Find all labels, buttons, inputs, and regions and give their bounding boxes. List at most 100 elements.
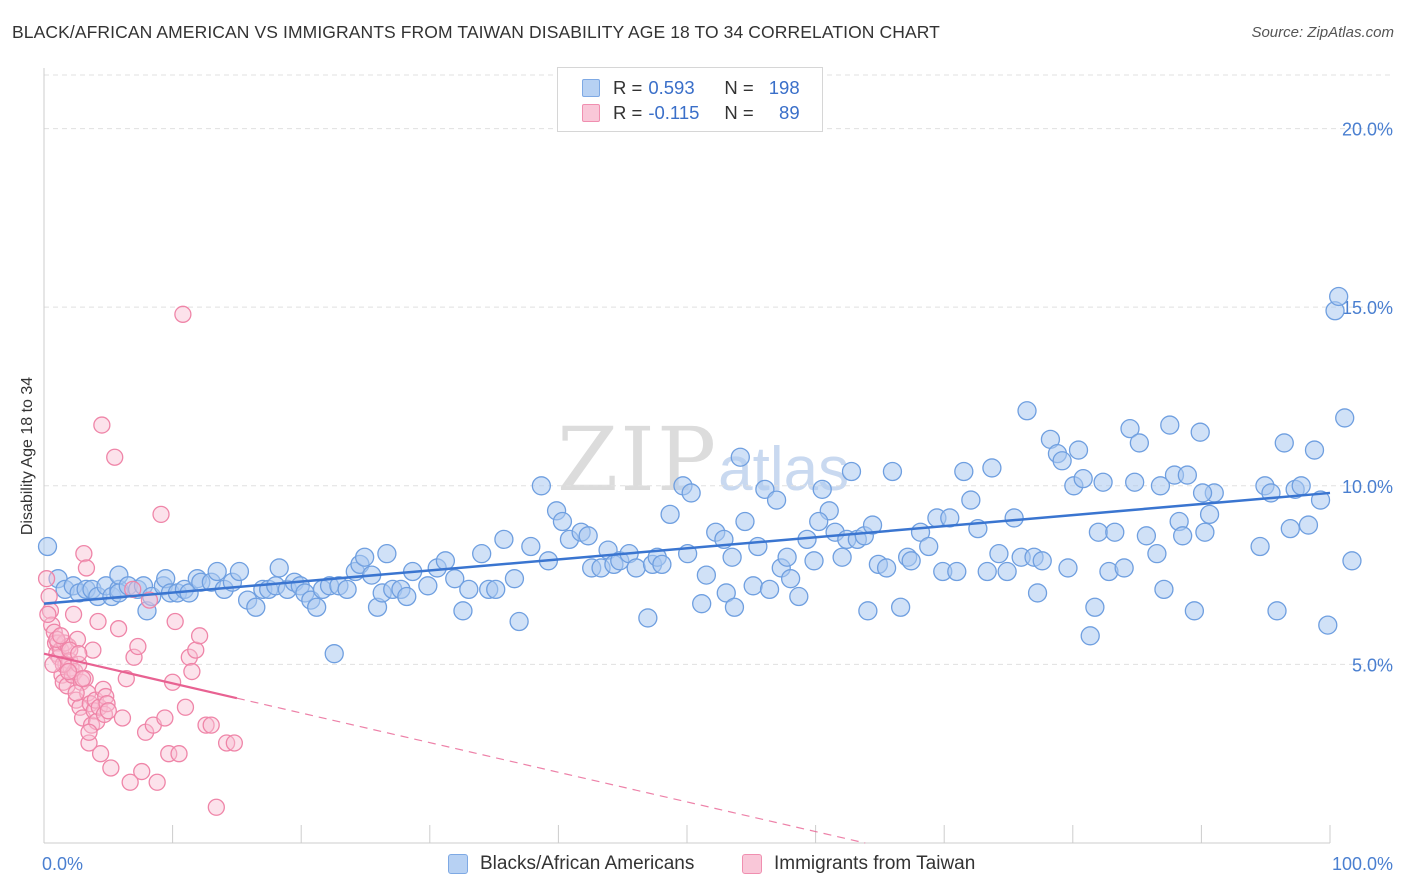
legend-box: R = 0.593 N = 198 R = -0.115 N = 89: [557, 67, 823, 132]
data-point-blacks: [832, 547, 852, 567]
legend-n-label: N =: [724, 77, 754, 98]
data-point-blacks: [1027, 583, 1048, 603]
data-point-blacks: [1120, 418, 1140, 439]
data-point-blacks: [1129, 433, 1150, 453]
data-point-taiwan: [156, 709, 174, 727]
data-point-blacks: [780, 569, 801, 589]
y-tick-label: 5.0%: [1352, 655, 1393, 675]
data-point-blacks: [531, 476, 552, 496]
legend-n-label: N =: [724, 102, 754, 123]
data-point-taiwan: [170, 745, 188, 763]
data-point-blacks: [735, 511, 755, 532]
data-point-taiwan: [113, 709, 132, 727]
legend-n-value: 89: [779, 102, 800, 123]
data-point-blacks: [1304, 440, 1325, 460]
data-point-taiwan: [106, 448, 124, 466]
data-point-blacks: [1017, 401, 1037, 421]
data-point-taiwan: [121, 773, 139, 791]
data-point-blacks: [724, 597, 745, 617]
bottom-legend-swatch-blue: [448, 854, 468, 874]
data-point-blacks: [1173, 526, 1193, 546]
data-point-blacks: [435, 551, 456, 571]
legend-row-taiwan: R = -0.115 N = 89: [582, 101, 800, 125]
data-point-taiwan: [61, 641, 79, 659]
data-point-taiwan: [102, 759, 120, 777]
legend-row-blacks: R = 0.593 N = 198: [582, 76, 800, 100]
data-point-blacks: [1199, 504, 1220, 525]
chart-title: BLACK/AFRICAN AMERICAN VS IMMIGRANTS FRO…: [12, 22, 940, 42]
data-point-blacks: [876, 558, 897, 578]
legend-r-value: -0.115: [648, 102, 700, 123]
data-point-taiwan: [148, 773, 166, 791]
data-point-blacks: [521, 536, 541, 557]
data-point-taiwan: [187, 641, 205, 659]
data-point-blacks: [862, 515, 883, 535]
data-point-blacks: [509, 611, 529, 632]
bottom-legend-label: Blacks/African Americans: [480, 853, 695, 874]
data-point-taiwan: [67, 684, 85, 702]
data-point-blacks: [652, 554, 672, 575]
data-point-blacks: [324, 644, 344, 664]
data-point-blacks: [445, 569, 465, 589]
data-point-taiwan: [80, 723, 98, 741]
data-point-blacks: [37, 536, 58, 557]
legend-r-label: R =: [613, 77, 643, 98]
data-point-blacks: [1004, 508, 1024, 528]
data-point-taiwan: [75, 545, 93, 563]
data-point-blacks: [1291, 476, 1311, 496]
data-point-blacks: [743, 576, 763, 596]
data-point-blacks: [269, 558, 289, 578]
data-point-blacks: [748, 536, 768, 557]
bottom-legend-blacks: Blacks/African Americans: [448, 851, 694, 877]
y-tick-label: 10.0%: [1342, 477, 1393, 497]
data-point-blacks: [1310, 490, 1331, 510]
data-point-blacks: [246, 597, 266, 617]
data-point-blacks: [1093, 472, 1113, 492]
bottom-legend-taiwan: Immigrants from Taiwan: [742, 851, 975, 877]
data-point-blacks: [812, 479, 832, 500]
data-point-blacks: [692, 594, 712, 614]
data-point-blacks: [453, 601, 473, 621]
data-point-blacks: [954, 461, 974, 482]
data-point-blacks: [1085, 597, 1105, 617]
chart-source: Source: ZipAtlas.com: [1251, 24, 1394, 41]
data-point-taiwan: [197, 716, 215, 734]
data-point-blacks: [1114, 558, 1134, 578]
data-point-blacks: [307, 597, 327, 617]
data-point-taiwan: [58, 677, 76, 695]
data-point-blacks: [730, 447, 750, 467]
data-point-blacks: [1192, 483, 1213, 503]
data-point-blacks: [1080, 626, 1100, 646]
data-point-blacks: [1150, 476, 1171, 496]
data-point-blacks: [229, 561, 250, 582]
data-point-blacks: [397, 586, 417, 607]
trend-line-taiwan-extension: [236, 697, 866, 844]
data-point-blacks: [578, 526, 598, 546]
data-point-blacks: [1058, 558, 1078, 578]
data-point-taiwan: [180, 648, 198, 666]
y-tick-label: 20.0%: [1342, 120, 1393, 140]
data-point-taiwan: [129, 637, 147, 656]
data-point-blacks: [504, 569, 525, 589]
data-point-blacks: [1190, 422, 1210, 442]
legend-swatch-blue: [582, 79, 600, 97]
data-point-blacks: [459, 579, 479, 600]
data-point-blacks: [890, 597, 911, 617]
data-point-blacks: [777, 547, 797, 567]
data-point-blacks: [1105, 522, 1125, 542]
data-point-taiwan: [39, 605, 57, 624]
data-point-blacks: [1068, 440, 1089, 460]
data-point-taiwan: [225, 734, 243, 752]
data-point-blacks: [961, 490, 981, 510]
data-point-blacks: [1335, 408, 1355, 428]
y-tick-label: 15.0%: [1342, 298, 1393, 318]
data-point-blacks: [882, 461, 903, 482]
data-point-taiwan: [183, 662, 201, 681]
legend-r-value: 0.593: [648, 77, 695, 98]
data-point-taiwan: [93, 416, 111, 434]
data-point-blacks: [982, 458, 1002, 478]
data-point-blacks: [377, 544, 397, 564]
data-point-blacks: [716, 583, 736, 603]
data-point-blacks: [1298, 515, 1319, 535]
data-point-blacks: [841, 461, 862, 482]
